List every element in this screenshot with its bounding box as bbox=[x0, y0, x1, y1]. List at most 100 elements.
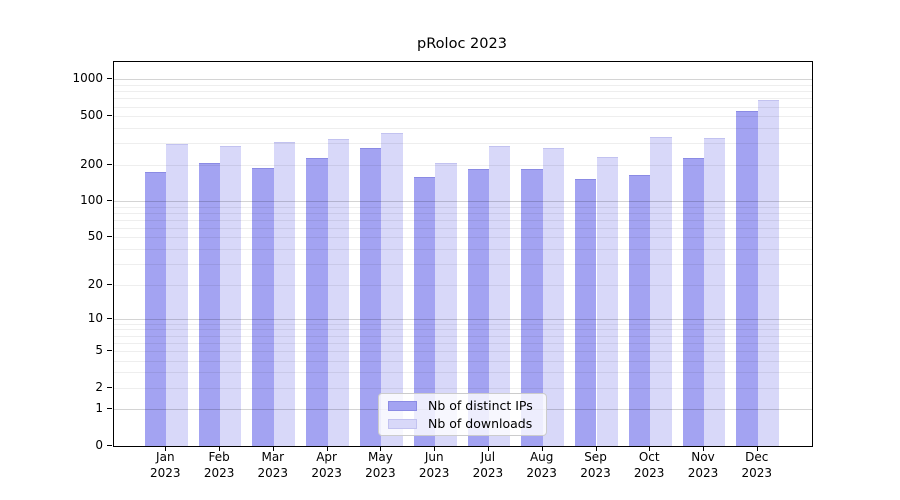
x-tick-label-sep: Sep 2023 bbox=[580, 450, 611, 480]
bar-downloads-jan bbox=[166, 143, 188, 446]
bar-downloads-jul bbox=[488, 145, 511, 446]
gridline-minor bbox=[114, 372, 812, 374]
y-tick-label: 5 bbox=[95, 342, 103, 357]
x-tick-mark bbox=[595, 446, 597, 451]
bar-distinct-ips-dec bbox=[736, 111, 758, 446]
bar-downloads-oct bbox=[650, 136, 672, 446]
y-tick-mark bbox=[107, 200, 112, 202]
gridline-minor bbox=[114, 284, 812, 286]
bar-downloads-jun bbox=[435, 162, 457, 446]
gridline-minor bbox=[114, 329, 812, 331]
gridline-minor bbox=[114, 143, 812, 145]
bar-downloads-feb bbox=[220, 145, 242, 446]
bar-distinct-ips-oct bbox=[628, 174, 651, 446]
bar-distinct-ips-mar bbox=[252, 167, 274, 446]
gridline-minor bbox=[114, 106, 812, 108]
gridline-minor bbox=[114, 219, 812, 221]
x-tick-mark bbox=[434, 446, 436, 451]
gridline-minor bbox=[114, 85, 812, 86]
downloads-swatch-icon bbox=[388, 418, 417, 429]
bar-distinct-ips-apr bbox=[306, 158, 328, 446]
gridline-minor bbox=[114, 116, 812, 118]
gridline-minor bbox=[114, 335, 812, 337]
x-tick-label-aug: Aug 2023 bbox=[526, 450, 557, 480]
y-tick-label: 1000 bbox=[72, 71, 103, 86]
x-tick-label-jul: Jul 2023 bbox=[472, 450, 504, 480]
gridline-minor bbox=[114, 350, 812, 352]
bar-distinct-ips-jul bbox=[467, 169, 489, 446]
y-tick-mark bbox=[107, 283, 112, 285]
gridline-major bbox=[114, 318, 812, 320]
gridline-minor bbox=[114, 91, 812, 93]
gridline-minor bbox=[114, 227, 812, 229]
gridline-minor bbox=[114, 206, 812, 208]
y-tick-label: 20 bbox=[87, 276, 103, 291]
y-tick-mark bbox=[107, 236, 112, 238]
x-tick-mark bbox=[380, 446, 382, 451]
y-tick-label: 500 bbox=[80, 108, 103, 123]
legend-label: Nb of downloads bbox=[428, 415, 533, 431]
x-tick-mark bbox=[703, 446, 704, 451]
x-tick-mark bbox=[272, 446, 274, 451]
bar-downloads-nov bbox=[704, 138, 726, 446]
legend-item-downloads: Nb of downloads bbox=[388, 415, 537, 431]
x-tick-mark bbox=[541, 446, 543, 451]
x-tick-label-apr: Apr 2023 bbox=[311, 450, 342, 480]
bar-distinct-ips-nov bbox=[682, 157, 704, 446]
legend-label: Nb of distinct IPs bbox=[428, 397, 533, 413]
x-tick-label-nov: Nov 2023 bbox=[687, 450, 719, 480]
bar-distinct-ips-feb bbox=[198, 163, 221, 446]
bar-downloads-dec bbox=[757, 100, 780, 446]
bar-downloads-apr bbox=[327, 138, 349, 446]
y-tick-mark bbox=[107, 163, 112, 165]
x-tick-label-may: May 2023 bbox=[365, 450, 396, 480]
plot-area bbox=[113, 61, 813, 447]
y-tick-mark bbox=[107, 386, 112, 388]
bar-distinct-ips-jun bbox=[413, 177, 436, 446]
legend-item-distinct-ips: Nb of distinct IPs bbox=[388, 397, 537, 413]
y-tick-mark bbox=[107, 115, 112, 117]
y-tick-mark bbox=[107, 408, 112, 410]
y-tick-label: 1 bbox=[95, 401, 103, 416]
x-tick-label-jan: Jan 2023 bbox=[150, 450, 181, 480]
y-tick-label: 50 bbox=[87, 229, 103, 244]
x-tick-mark bbox=[326, 446, 328, 451]
x-tick-label-feb: Feb 2023 bbox=[203, 450, 235, 480]
distinct-ips-swatch-icon bbox=[388, 400, 417, 411]
y-tick-label: 2 bbox=[95, 379, 103, 394]
gridline-minor bbox=[114, 263, 812, 265]
bar-distinct-ips-aug bbox=[521, 169, 543, 446]
y-tick-label: 0 bbox=[95, 438, 103, 452]
bar-distinct-ips-jan bbox=[144, 172, 167, 446]
x-tick-mark bbox=[756, 446, 758, 451]
bar-distinct-ips-sep bbox=[575, 179, 597, 446]
bar-downloads-sep bbox=[596, 157, 618, 446]
legend: Nb of distinct IPs Nb of downloads bbox=[378, 393, 547, 436]
x-tick-mark bbox=[649, 446, 651, 451]
gridline-minor bbox=[114, 212, 812, 214]
gridline-minor bbox=[114, 249, 812, 250]
gridline-minor bbox=[114, 323, 812, 325]
bar-distinct-ips-may bbox=[360, 148, 382, 446]
y-tick-label: 200 bbox=[80, 156, 103, 171]
x-tick-mark bbox=[487, 446, 489, 451]
gridline-minor bbox=[114, 360, 812, 362]
bar-downloads-mar bbox=[273, 141, 296, 446]
gridline-minor bbox=[114, 98, 812, 100]
bar-downloads-may bbox=[381, 133, 403, 446]
gridline-major bbox=[114, 79, 812, 81]
gridline-minor bbox=[114, 342, 812, 344]
x-tick-mark bbox=[165, 446, 167, 451]
y-tick-mark bbox=[107, 349, 112, 351]
y-tick-label: 10 bbox=[87, 310, 103, 325]
x-tick-mark bbox=[219, 446, 221, 451]
y-tick-mark bbox=[107, 317, 112, 319]
x-tick-label-jun: Jun 2023 bbox=[418, 450, 450, 480]
y-tick-mark bbox=[107, 445, 112, 446]
y-tick-label: 100 bbox=[80, 193, 103, 208]
gridline-minor bbox=[114, 237, 812, 239]
x-tick-label-oct: Oct 2023 bbox=[633, 450, 665, 480]
chart-title: pRoloc 2023 bbox=[417, 36, 507, 52]
gridline-minor bbox=[114, 164, 812, 166]
